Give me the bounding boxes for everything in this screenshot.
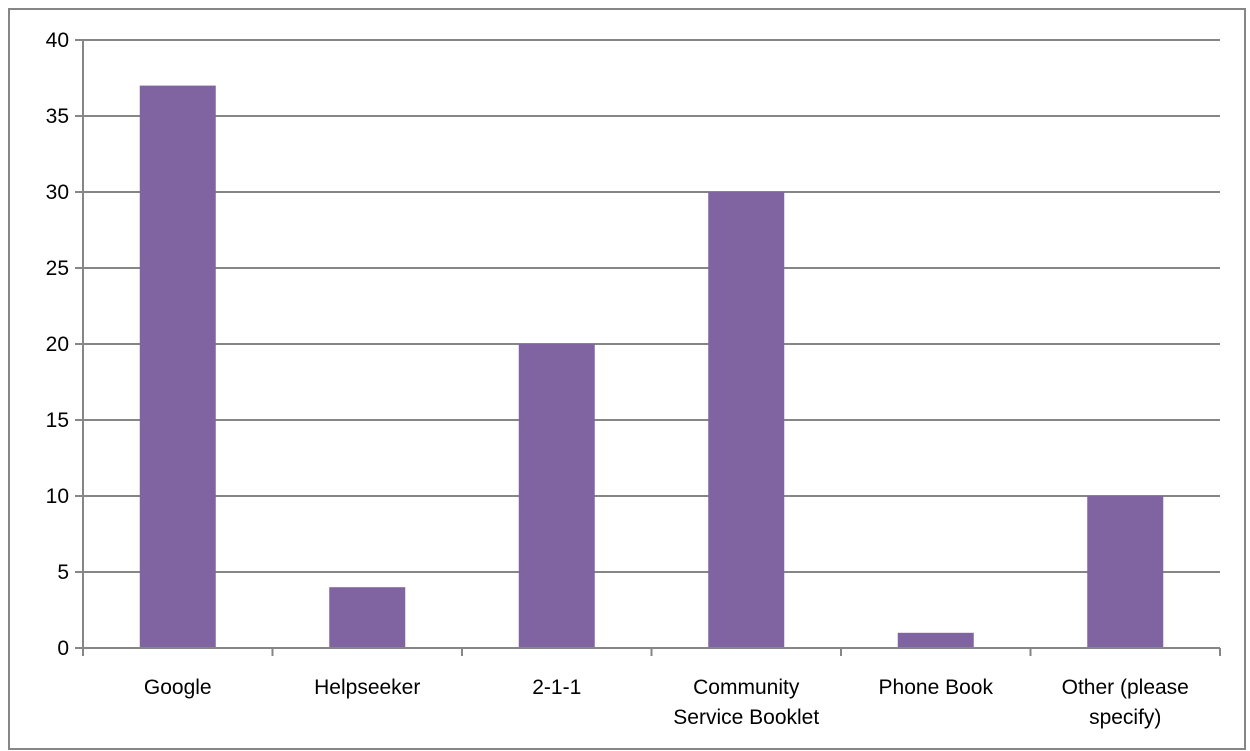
x-tick-label: Helpseeker — [314, 676, 420, 699]
y-tick-label: 0 — [57, 637, 69, 660]
y-tick-label: 40 — [46, 29, 69, 52]
y-tick-label: 25 — [46, 257, 69, 280]
bar — [139, 85, 216, 649]
y-tick-label: 10 — [46, 485, 69, 508]
y-tick-label: 30 — [46, 181, 69, 204]
bar — [1087, 496, 1164, 648]
bar — [897, 632, 974, 648]
y-tick-label: 15 — [46, 409, 69, 432]
bar — [708, 192, 785, 648]
y-tick-label: 5 — [57, 561, 69, 584]
x-tick-label: Community Service Booklet — [673, 676, 819, 729]
y-tick-label: 20 — [46, 333, 69, 356]
gridlines — [83, 39, 1220, 573]
bar — [329, 587, 406, 648]
bars — [139, 85, 1164, 649]
x-tick-label: Phone Book — [879, 676, 994, 699]
x-tick-label: Google — [144, 676, 212, 699]
axes — [75, 39, 1221, 656]
x-tick-labels: Google Helpseeker 2-1-1 Community Service Bo… — [144, 676, 1189, 729]
y-tick-label: 35 — [46, 105, 69, 128]
bar — [518, 344, 595, 648]
y-tick-labels: 0 5 10 15 20 25 30 35 40 — [46, 29, 69, 660]
x-tick-label: 2-1-1 — [532, 676, 581, 699]
x-tick-label: Other (please specify) — [1062, 676, 1189, 729]
